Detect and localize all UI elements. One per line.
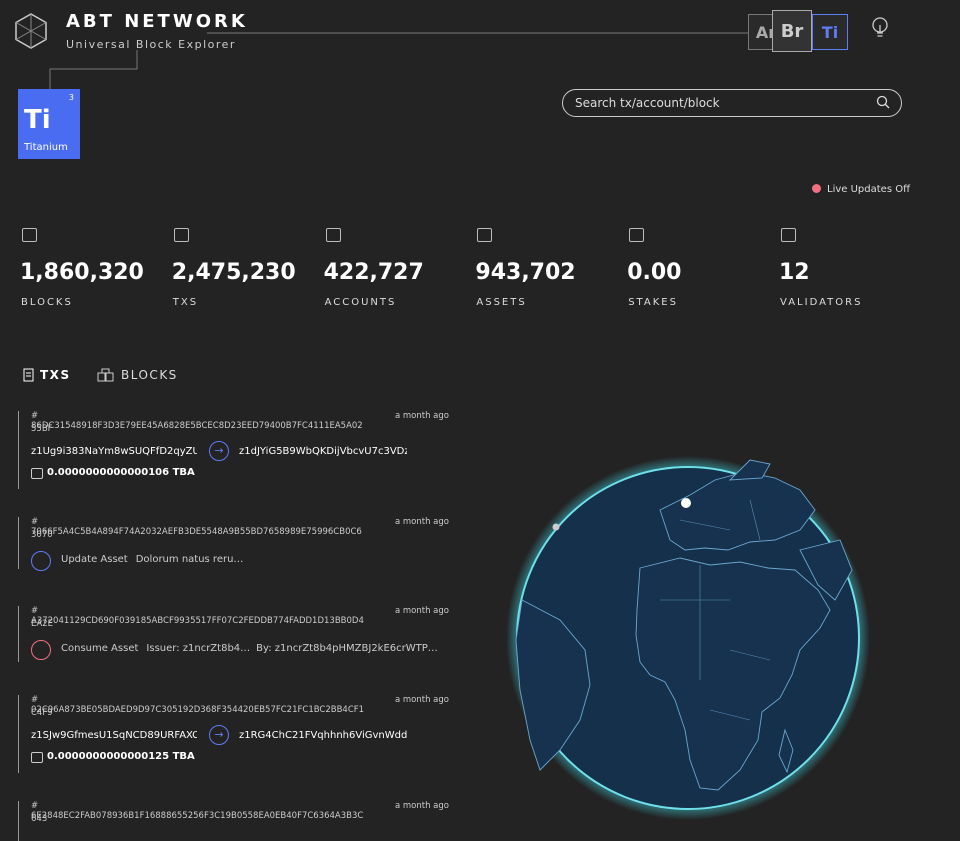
connector-lines (49, 32, 748, 89)
tx-time: a month ago (394, 695, 449, 705)
blocks-icon (97, 368, 114, 382)
tx-action-name: Update Asset (61, 554, 128, 565)
search-box[interactable]: Search tx/account/block (562, 89, 902, 117)
stat-label: ACCOUNTS (324, 297, 397, 308)
stat-icon (629, 228, 645, 242)
theme-toggle[interactable] (870, 16, 890, 40)
tx-hash-end: 3070 (31, 530, 53, 540)
tx-hash-end: 55BF (31, 424, 53, 434)
tx-item[interactable]: # 02C96A873BE05BDAED9D97C305192D368F3544… (18, 695, 449, 773)
coin-icon (31, 752, 43, 763)
stat-value: 422,727 (323, 260, 424, 285)
stat-icon (325, 228, 341, 242)
logo[interactable] (14, 13, 48, 49)
tab[interactable]: TXS (40, 368, 71, 382)
tx-type-icon (31, 551, 51, 571)
chain-number: 3 (68, 93, 74, 102)
coin-icon (31, 468, 43, 479)
stat-label: BLOCKS (21, 297, 73, 308)
tx-hash: # 86DC31548918F3D3E79EE45A6828E5BCEC8D23… (31, 411, 363, 431)
txs-icon (23, 368, 34, 382)
transfer-arrow: → (209, 725, 229, 745)
tx-detail: By: z1ncrZt8b4pHMZBJ2kE6crWTP… (256, 643, 438, 654)
chain-name: Titanium (24, 142, 68, 153)
stat-value: 1,860,320 (20, 260, 144, 285)
tx-time: a month ago (394, 606, 449, 616)
tx-hash: # 6E2848EC2FAB078936B1F16888655256F3C19B… (31, 801, 364, 821)
tx-hash: # A372041129CD690F039185ABCF9935517FF07C… (31, 606, 364, 626)
chain-card[interactable]: Ti 3 Titanium (18, 89, 80, 159)
tx-time: a month ago (394, 801, 449, 811)
stat-label: VALIDATORS (780, 297, 863, 308)
stat-value: 12 (779, 260, 810, 285)
tx-hash-end: C4F9 (31, 708, 53, 718)
stat-value: 2,475,230 (171, 260, 296, 285)
tx-amount: 0.0000000000000125 TBA (47, 751, 195, 762)
tx-item[interactable]: # 86DC31548918F3D3E79EE45A6828E5BCEC8D23… (18, 411, 449, 489)
stat-label: TXS (172, 297, 199, 308)
globe (506, 456, 870, 820)
stat-icon (477, 228, 493, 242)
tx-detail: Issuer: z1ncrZt8b4… (146, 643, 251, 654)
stat-value: 0.00 (627, 260, 682, 285)
tx-item[interactable]: # 6E2848EC2FAB078936B1F16888655256F3C19B… (18, 801, 449, 841)
stat-icon (781, 228, 796, 242)
search-placeholder: Search tx/account/block (575, 96, 720, 110)
tx-time: a month ago (394, 411, 449, 421)
stat-value: 943,702 (475, 260, 576, 285)
tab[interactable]: BLOCKS (121, 368, 178, 382)
stat-label: ASSETS (476, 297, 527, 308)
tx-from[interactable]: z1SJw9GfmesU1SqNCD89URFAXCti9 (31, 730, 197, 741)
tx-amount: 0.0000000000000106 TBA (47, 467, 195, 478)
tx-action: Update Asset Dolorum natus reru… (61, 554, 249, 565)
tx-item[interactable]: # 7066F5A4C5B4A894F74A2032AEFB3DE5548A9B… (18, 517, 449, 571)
site-subtitle: Universal Block Explorer (66, 38, 236, 51)
tx-hash: # 02C96A873BE05BDAED9D97C305192D368F3544… (31, 695, 365, 715)
search-icon[interactable] (876, 95, 891, 110)
tx-time: a month ago (394, 517, 449, 527)
tx-action-name: Consume Asset (61, 643, 139, 654)
live-toggle[interactable]: Live Updates Off (812, 184, 910, 195)
tx-item[interactable]: # A372041129CD690F039185ABCF9935517FF07C… (18, 606, 449, 662)
tx-to[interactable]: z1dJYiG5B9WbQKDijVbcvU7c3VDzul (239, 446, 407, 457)
stat-icon (22, 228, 37, 242)
tx-hash-end: 643 (31, 814, 48, 824)
chain-button[interactable]: Ti (812, 14, 848, 50)
chain-button[interactable]: Br (772, 10, 812, 52)
stat-icon (173, 228, 189, 242)
tx-type-icon (31, 640, 51, 660)
site-title: ABT NETWORK (66, 11, 248, 32)
tx-detail: Dolorum natus reru… (135, 554, 244, 565)
tx-from[interactable]: z1Ug9i383NaYm8wSUQFfD2qyZU11 (31, 446, 197, 457)
stat-label: STAKES (628, 297, 678, 308)
tx-hash-end: EA2E (31, 619, 53, 629)
transfer-arrow: → (209, 441, 229, 461)
tx-to[interactable]: z1RG4ChC21FVqhhnh6ViGvnWddtnn (239, 730, 407, 741)
chain-symbol: Ti (24, 105, 51, 135)
tx-hash: # 7066F5A4C5B4A894F74A2032AEFB3DE5548A9B… (31, 517, 362, 537)
tx-action: Consume Asset Issuer: z1ncrZt8b4… By: z1nc… (61, 643, 438, 654)
